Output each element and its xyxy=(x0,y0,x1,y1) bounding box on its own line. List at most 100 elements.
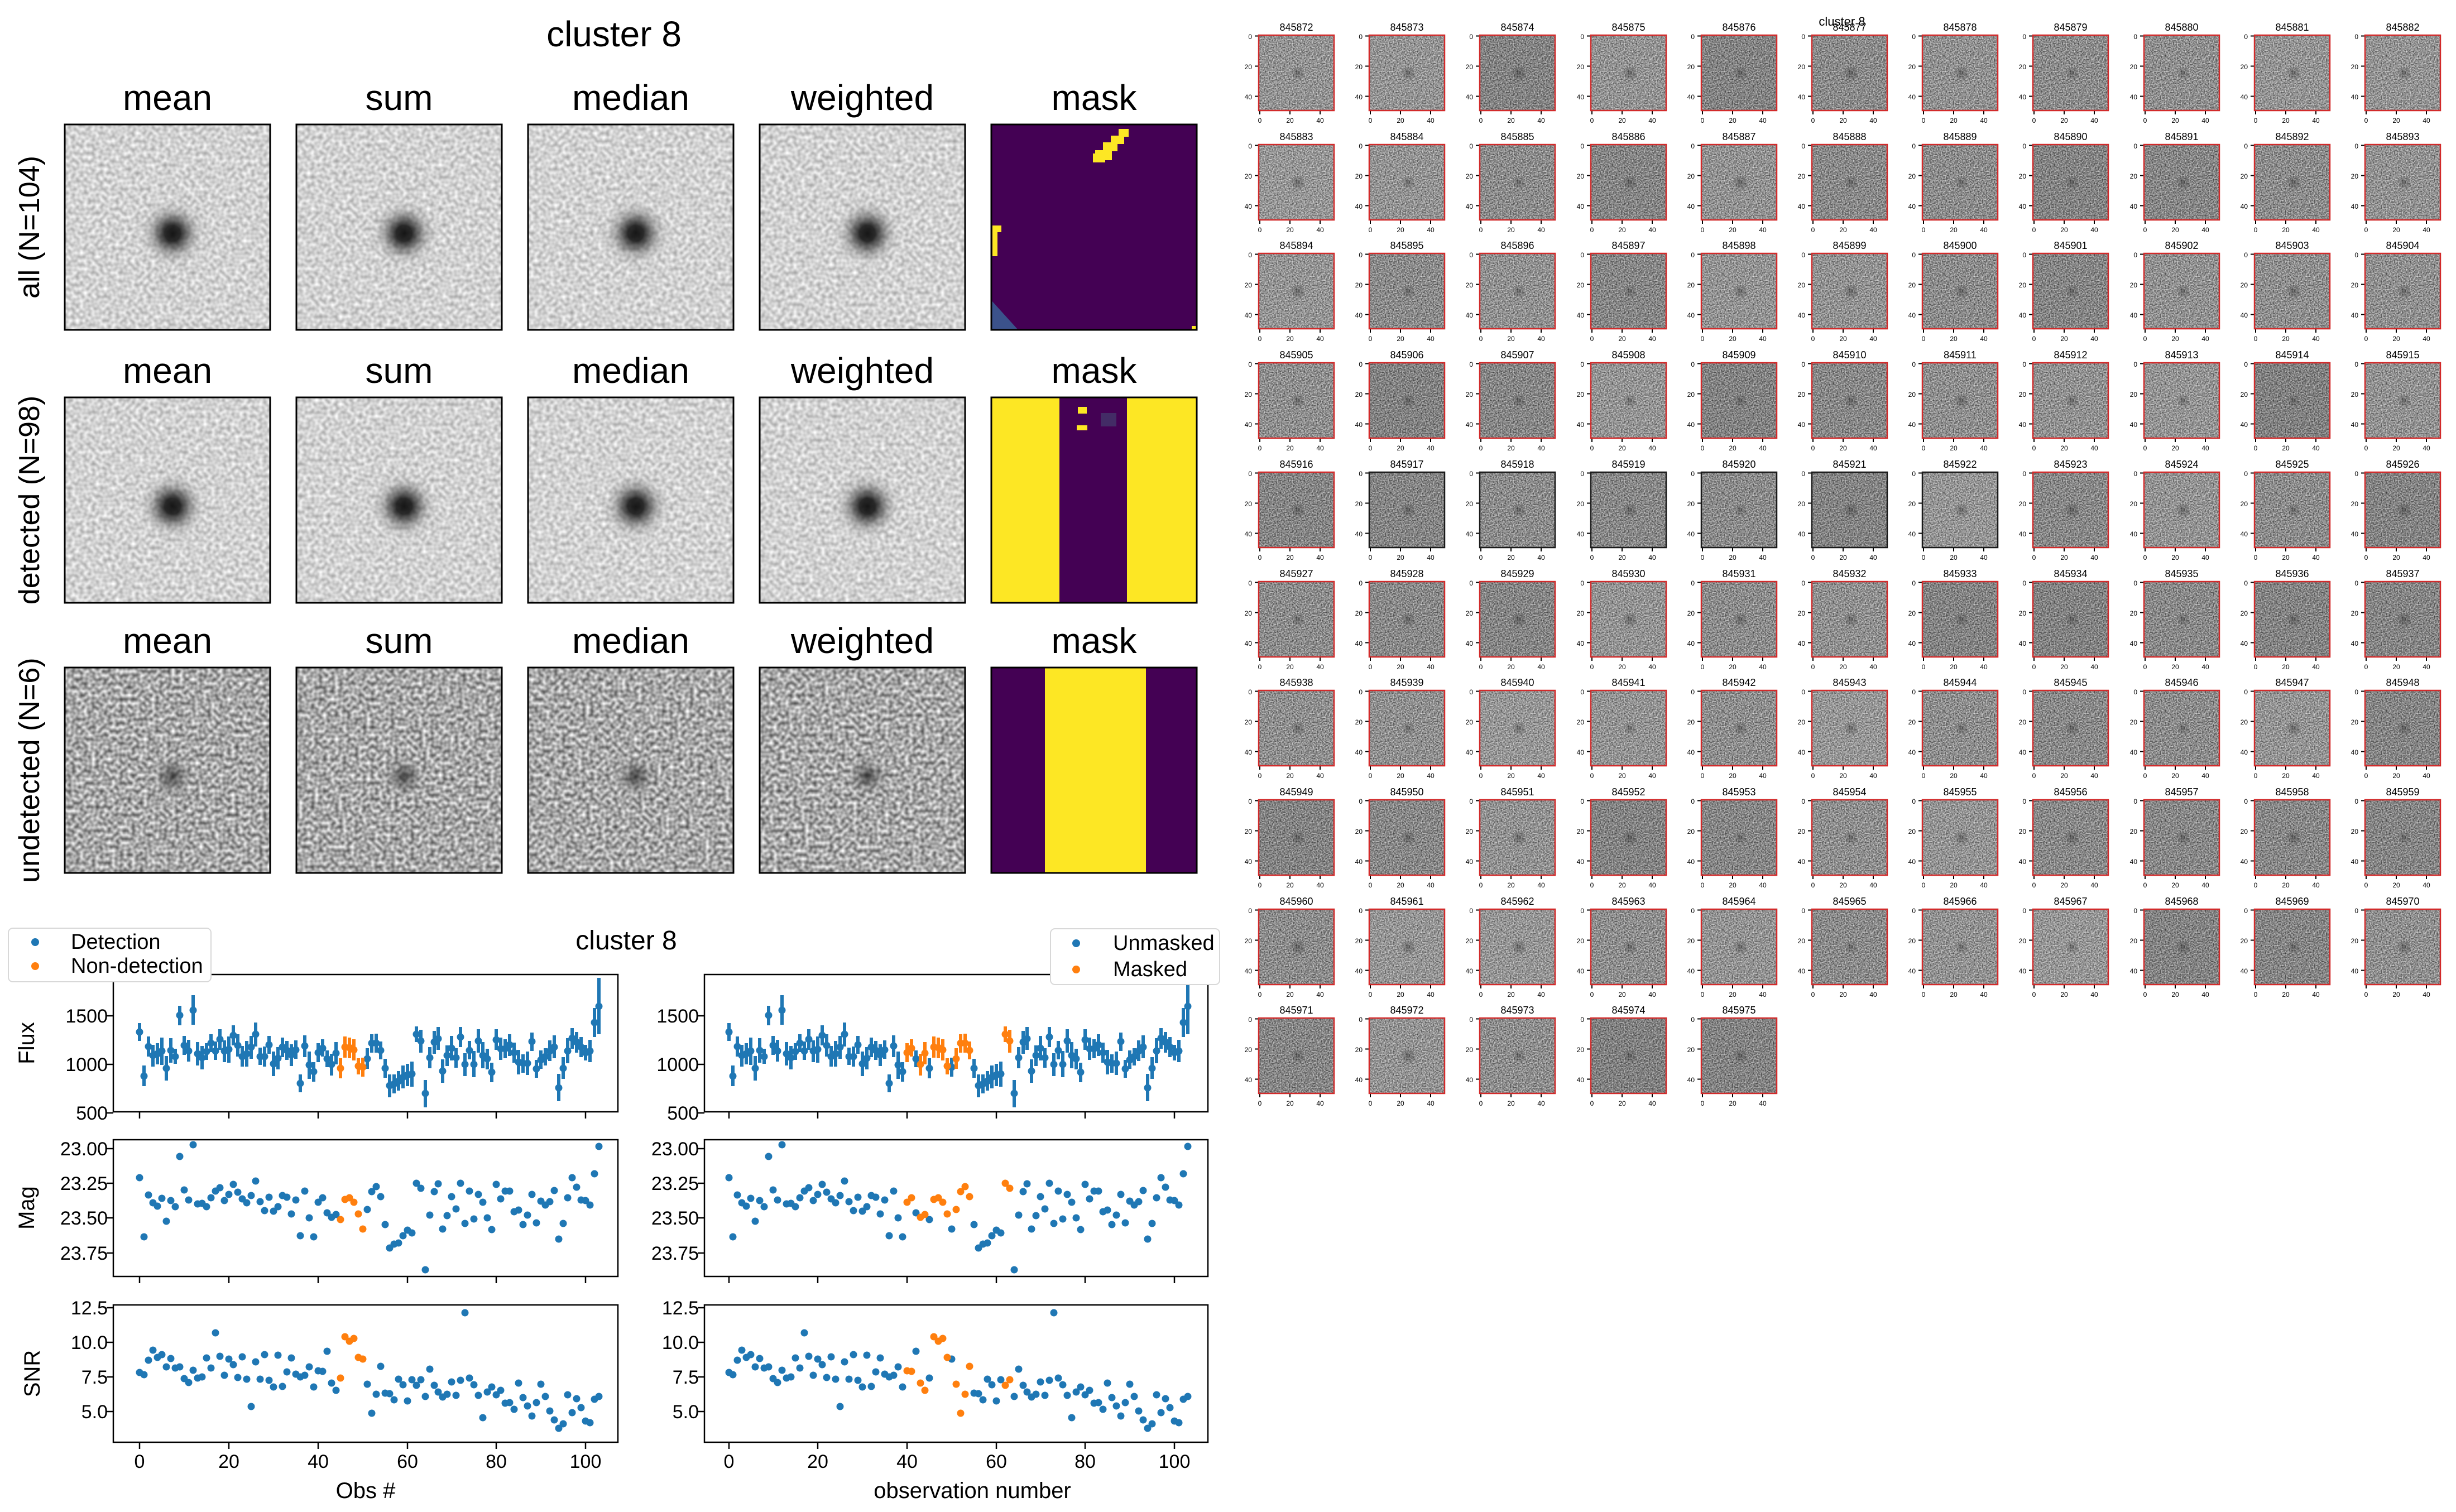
svg-text:23.25: 23.25 xyxy=(60,1173,108,1194)
svg-text:845950: 845950 xyxy=(1390,786,1423,798)
svg-text:845891: 845891 xyxy=(2165,131,2198,142)
svg-text:23.25: 23.25 xyxy=(651,1173,699,1194)
svg-text:845876: 845876 xyxy=(1722,22,1755,33)
svg-text:7.5: 7.5 xyxy=(81,1367,108,1388)
svg-text:23.00: 23.00 xyxy=(60,1139,108,1160)
svg-text:20: 20 xyxy=(218,1451,239,1472)
svg-text:845894: 845894 xyxy=(1279,240,1313,251)
svg-text:845892: 845892 xyxy=(2275,131,2309,142)
svg-text:845918: 845918 xyxy=(1500,459,1534,470)
svg-text:845887: 845887 xyxy=(1722,131,1755,142)
svg-text:mean: mean xyxy=(123,621,212,661)
svg-text:845951: 845951 xyxy=(1500,786,1534,798)
svg-text:845885: 845885 xyxy=(1500,131,1534,142)
svg-text:sum: sum xyxy=(366,78,433,118)
svg-text:845965: 845965 xyxy=(1833,896,1866,907)
svg-text:845970: 845970 xyxy=(2386,896,2419,907)
svg-text:845911: 845911 xyxy=(1944,349,1977,361)
svg-text:845896: 845896 xyxy=(1500,240,1534,251)
svg-text:40: 40 xyxy=(308,1451,329,1472)
svg-text:845879: 845879 xyxy=(2054,22,2087,33)
svg-text:845969: 845969 xyxy=(2275,896,2309,907)
svg-text:845939: 845939 xyxy=(1390,677,1423,688)
svg-text:845909: 845909 xyxy=(1722,349,1755,361)
svg-text:845966: 845966 xyxy=(1943,896,1977,907)
svg-text:845878: 845878 xyxy=(1943,22,1977,33)
svg-text:845913: 845913 xyxy=(2165,349,2198,361)
svg-text:845937: 845937 xyxy=(2386,568,2419,579)
svg-text:845899: 845899 xyxy=(1833,240,1866,251)
svg-text:845967: 845967 xyxy=(2054,896,2087,907)
svg-text:845912: 845912 xyxy=(2054,349,2087,361)
svg-text:sum: sum xyxy=(366,351,433,391)
svg-text:845905: 845905 xyxy=(1279,349,1313,361)
svg-text:845895: 845895 xyxy=(1390,240,1423,251)
svg-text:Detection: Detection xyxy=(71,930,161,954)
svg-text:Non-detection: Non-detection xyxy=(71,954,203,978)
svg-text:cluster 8: cluster 8 xyxy=(575,926,677,956)
svg-text:845930: 845930 xyxy=(1611,568,1645,579)
svg-text:845908: 845908 xyxy=(1611,349,1645,361)
svg-text:845934: 845934 xyxy=(2054,568,2087,579)
svg-text:845907: 845907 xyxy=(1500,349,1534,361)
svg-text:Mag: Mag xyxy=(15,1186,39,1230)
svg-text:845975: 845975 xyxy=(1722,1005,1755,1016)
svg-text:80: 80 xyxy=(486,1451,507,1472)
svg-text:845973: 845973 xyxy=(1500,1005,1534,1016)
svg-text:10.0: 10.0 xyxy=(71,1332,108,1353)
svg-text:Flux: Flux xyxy=(15,1022,39,1064)
svg-text:845968: 845968 xyxy=(2165,896,2198,907)
svg-text:845873: 845873 xyxy=(1390,22,1423,33)
svg-text:845889: 845889 xyxy=(1943,131,1977,142)
svg-text:1000: 1000 xyxy=(65,1054,108,1076)
svg-text:845958: 845958 xyxy=(2275,786,2309,798)
svg-text:500: 500 xyxy=(667,1103,699,1124)
svg-text:845945: 845945 xyxy=(2054,677,2087,688)
svg-text:845904: 845904 xyxy=(2386,240,2419,251)
svg-text:845924: 845924 xyxy=(2165,459,2198,470)
svg-text:845943: 845943 xyxy=(1833,677,1866,688)
svg-text:median: median xyxy=(572,621,689,661)
svg-text:observation number: observation number xyxy=(874,1479,1071,1503)
svg-text:845906: 845906 xyxy=(1390,349,1423,361)
svg-text:weighted: weighted xyxy=(790,78,934,118)
svg-text:SNR: SNR xyxy=(20,1350,45,1397)
svg-text:845897: 845897 xyxy=(1611,240,1645,251)
svg-text:845914: 845914 xyxy=(2275,349,2309,361)
svg-text:12.5: 12.5 xyxy=(662,1298,699,1319)
svg-text:23.00: 23.00 xyxy=(651,1139,699,1160)
svg-text:23.75: 23.75 xyxy=(60,1243,108,1264)
svg-text:weighted: weighted xyxy=(790,621,934,661)
svg-text:845875: 845875 xyxy=(1611,22,1645,33)
svg-text:845910: 845910 xyxy=(1833,349,1866,361)
svg-text:845886: 845886 xyxy=(1611,131,1645,142)
svg-text:845971: 845971 xyxy=(1279,1005,1313,1016)
svg-text:845929: 845929 xyxy=(1500,568,1534,579)
svg-text:detected (N=98): detected (N=98) xyxy=(13,396,46,604)
svg-text:845932: 845932 xyxy=(1833,568,1866,579)
svg-text:60: 60 xyxy=(397,1451,418,1472)
svg-text:Unmasked: Unmasked xyxy=(1113,932,1215,955)
svg-text:845881: 845881 xyxy=(2275,22,2309,33)
svg-text:845877: 845877 xyxy=(1833,22,1866,33)
svg-text:undetected (N=6): undetected (N=6) xyxy=(13,657,46,882)
svg-text:5.0: 5.0 xyxy=(673,1401,699,1423)
svg-text:845923: 845923 xyxy=(2054,459,2087,470)
svg-text:845956: 845956 xyxy=(2054,786,2087,798)
svg-text:sum: sum xyxy=(366,621,433,661)
svg-text:cluster 8: cluster 8 xyxy=(546,14,682,54)
svg-text:845915: 845915 xyxy=(2386,349,2419,361)
svg-text:845882: 845882 xyxy=(2386,22,2419,33)
svg-text:845928: 845928 xyxy=(1390,568,1423,579)
svg-text:845890: 845890 xyxy=(2054,131,2087,142)
svg-text:845954: 845954 xyxy=(1833,786,1866,798)
svg-text:845893: 845893 xyxy=(2386,131,2419,142)
svg-text:845963: 845963 xyxy=(1611,896,1645,907)
svg-text:845959: 845959 xyxy=(2386,786,2419,798)
svg-text:Masked: Masked xyxy=(1113,958,1187,981)
svg-text:845946: 845946 xyxy=(2165,677,2198,688)
svg-text:845884: 845884 xyxy=(1390,131,1423,142)
svg-text:845880: 845880 xyxy=(2165,22,2198,33)
svg-text:mask: mask xyxy=(1052,351,1138,391)
svg-text:mask: mask xyxy=(1052,78,1138,118)
